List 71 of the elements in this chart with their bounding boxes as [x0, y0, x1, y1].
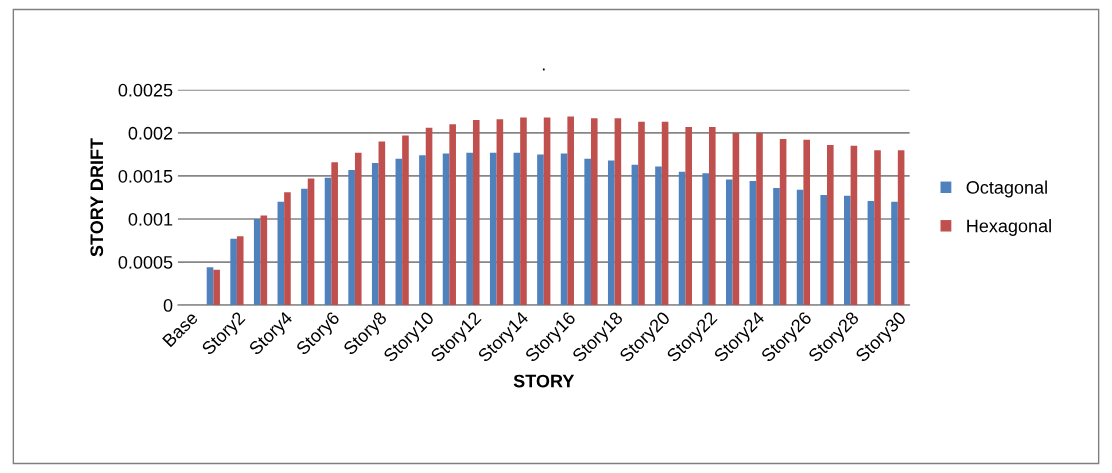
bar — [661, 121, 669, 306]
bar — [850, 145, 858, 306]
bar — [897, 150, 905, 306]
bar — [590, 118, 598, 306]
bar — [567, 116, 574, 306]
bar — [537, 154, 544, 306]
bar — [402, 135, 409, 306]
bar — [678, 171, 686, 306]
x-axis-title: STORY — [513, 374, 575, 388]
bar — [277, 201, 285, 306]
chart-title: . — [542, 68, 545, 71]
bar — [732, 132, 740, 306]
bar — [395, 158, 403, 306]
bar — [253, 219, 261, 306]
bar — [827, 144, 834, 306]
bar — [206, 267, 214, 306]
bar — [284, 192, 291, 306]
bar — [513, 152, 521, 306]
bar — [796, 189, 804, 306]
bar — [520, 117, 527, 306]
bar — [466, 152, 473, 306]
bar — [749, 181, 757, 306]
bar — [584, 158, 591, 306]
bar — [560, 153, 568, 306]
bar — [419, 155, 426, 306]
bar — [607, 160, 615, 306]
y-tick-label: 0.001 — [128, 212, 173, 226]
bar — [874, 150, 881, 306]
bar — [307, 178, 315, 306]
bar — [371, 163, 379, 306]
bar — [631, 164, 639, 306]
bar — [260, 215, 268, 306]
bar — [756, 132, 763, 306]
bar — [614, 118, 622, 306]
bar — [773, 188, 780, 306]
bar — [867, 200, 875, 306]
bar — [230, 238, 237, 306]
bar — [449, 124, 456, 306]
bar — [820, 194, 828, 306]
legend-label: Octagonal — [966, 180, 1047, 198]
bar — [331, 162, 338, 306]
bar — [213, 269, 220, 306]
bar — [472, 120, 480, 306]
bar — [496, 119, 504, 306]
bar — [725, 179, 733, 306]
y-tick-label: 0 — [163, 299, 173, 312]
y-axis-title: STORY DRIFT — [90, 138, 104, 257]
bar — [425, 127, 433, 306]
bar — [348, 169, 355, 306]
bar — [324, 177, 332, 306]
bar — [489, 152, 497, 306]
bar — [844, 195, 851, 306]
bar — [236, 236, 244, 306]
y-tick-label: 0.002 — [128, 126, 173, 140]
bar — [354, 152, 362, 306]
bar — [543, 117, 551, 306]
bar — [702, 173, 709, 306]
bar — [685, 126, 692, 306]
bar — [301, 188, 308, 306]
bar — [891, 201, 898, 306]
y-tick-label: 0.0025 — [118, 83, 173, 97]
bar — [442, 153, 450, 306]
bar — [378, 141, 386, 306]
bar — [779, 138, 787, 306]
bar — [803, 139, 811, 306]
bar — [655, 166, 662, 306]
legend-label: Hexagonal — [967, 219, 1051, 236]
bar — [638, 121, 645, 306]
bar — [708, 126, 716, 306]
y-tick-label: 0.0005 — [118, 255, 173, 269]
y-tick-label: 0.0015 — [118, 169, 173, 183]
